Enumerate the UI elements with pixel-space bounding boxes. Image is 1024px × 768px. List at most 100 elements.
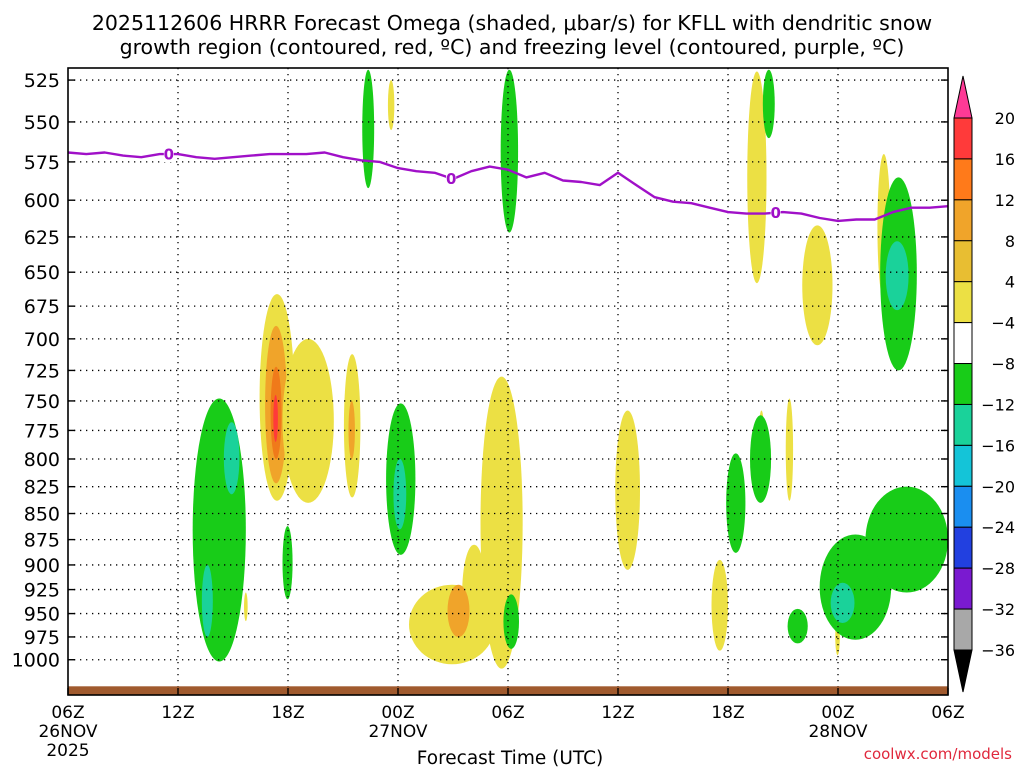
- y-tick-label: 850: [24, 504, 60, 526]
- omega-region-4: [747, 71, 767, 284]
- x-tick-label: 06Z: [51, 703, 84, 723]
- colorbar-swatch: [953, 158, 973, 201]
- colorbar: 20 16 12 8 4 −4 −8 −12 −16 −20 −24 −28 −32 −36: [953, 75, 1015, 693]
- omega-region-neg4: [726, 453, 746, 553]
- x-tick-label: 12Z: [601, 703, 634, 723]
- colorbar-label: −16: [981, 436, 1015, 455]
- freezing-level-label-bg: [770, 204, 781, 221]
- colorbar-swatch: [953, 199, 973, 242]
- y-tick-label: 900: [24, 555, 60, 577]
- omega-region-neg4: [282, 526, 293, 600]
- y-tick-label: 925: [24, 580, 60, 602]
- chart-title-line1: 2025112606 HRRR Forecast Omega (shaded, …: [92, 11, 932, 35]
- colorbar-bottom-arrow: [953, 649, 973, 693]
- colorbar-swatch: [953, 526, 973, 569]
- colorbar-label: 20: [995, 109, 1015, 128]
- gridlines: [68, 68, 948, 695]
- y-tick-label: 875: [24, 530, 60, 552]
- colorbar-swatch: [953, 567, 973, 610]
- omega-region-4: [785, 398, 794, 501]
- x-tick-year: 2025: [46, 741, 89, 761]
- freezing-level-label: 0: [770, 204, 780, 222]
- x-tick-label: 12Z: [161, 703, 194, 723]
- omega-region-4: [244, 592, 248, 622]
- freezing-level-contour: 0 0 0: [67, 146, 949, 223]
- freezing-level-line: [67, 151, 949, 223]
- omega-region-4: [711, 559, 728, 651]
- y-tick-label: 525: [24, 70, 60, 92]
- y-tick-label: 625: [24, 227, 60, 249]
- colorbar-label: −24: [981, 518, 1015, 537]
- colorbar-swatch: [953, 240, 973, 283]
- x-tick-label: 06Z: [931, 703, 964, 723]
- colorbar-label: −20: [981, 477, 1015, 496]
- y-tick-label: 750: [24, 391, 60, 413]
- y-tick-label: 1000: [12, 650, 60, 672]
- y-tick-label: 550: [24, 112, 60, 134]
- omega-region-neg4: [865, 486, 948, 593]
- colorbar-swatch: [953, 117, 973, 160]
- omega-region-4: [615, 410, 640, 570]
- omega-region-neg4: [762, 69, 775, 139]
- chart-title-line2: growth region (contoured, red, ºC) and f…: [120, 35, 905, 59]
- x-tick-date: 28NOV: [808, 722, 867, 742]
- y-tick-label: 675: [24, 296, 60, 318]
- x-tick-label: 18Z: [711, 703, 744, 723]
- y-tick-label: 975: [24, 627, 60, 649]
- y-tick-label: 725: [24, 360, 60, 382]
- omega-shading: [192, 69, 948, 669]
- colorbar-label: −36: [981, 641, 1015, 660]
- y-tick-label: 800: [24, 449, 60, 471]
- omega-region-neg4: [503, 594, 519, 649]
- x-tick-label: 00Z: [381, 703, 414, 723]
- colorbar-top-arrow: [953, 75, 973, 119]
- colorbar-label: −32: [981, 600, 1015, 619]
- colorbar-swatch: [953, 363, 973, 405]
- omega-region-4: [282, 338, 334, 503]
- x-tick-label: 06Z: [491, 703, 524, 723]
- colorbar-label: −12: [981, 395, 1015, 414]
- colorbar-label: 12: [995, 191, 1015, 210]
- y-tick-label: 950: [24, 604, 60, 626]
- x-axis-title: Forecast Time (UTC): [417, 748, 603, 768]
- omega-region-neg4: [362, 69, 375, 189]
- omega-region-neg4: [787, 608, 808, 644]
- omega-region-neg8: [201, 564, 213, 637]
- y-axis: 525 550 575 600 625 650 675 700 725 750 775 800 825 8…: [12, 70, 948, 672]
- freezing-level-label: 0: [164, 146, 174, 164]
- colorbar-swatch: [953, 322, 973, 365]
- credit-link[interactable]: coolwx.com/models: [864, 745, 1012, 763]
- colorbar-swatch: [953, 281, 973, 324]
- y-tick-label: 650: [24, 262, 60, 284]
- colorbar-label: −28: [981, 559, 1015, 578]
- y-tick-label: 575: [24, 152, 60, 174]
- x-tick-label: 18Z: [271, 703, 304, 723]
- freezing-level-label-bg: [163, 146, 174, 163]
- x-tick-date: 27NOV: [368, 722, 427, 742]
- x-tick-label: 00Z: [821, 703, 854, 723]
- colorbar-swatch: [953, 485, 973, 528]
- omega-region-4: [387, 80, 395, 131]
- omega-region-neg8: [885, 241, 909, 311]
- omega-region-neg8: [393, 458, 407, 530]
- omega-region-16: [273, 394, 278, 442]
- colorbar-swatch: [953, 444, 973, 487]
- freezing-level-label: 0: [446, 170, 456, 188]
- freezing-level-label-bg: [446, 170, 457, 187]
- colorbar-label: 4: [1005, 273, 1015, 292]
- omega-region-neg4: [750, 415, 772, 503]
- y-tick-label: 700: [24, 329, 60, 351]
- y-tick-label: 825: [24, 477, 60, 499]
- colorbar-swatch: [953, 403, 973, 446]
- colorbar-label: 16: [995, 150, 1015, 169]
- omega-region-4: [802, 225, 833, 346]
- omega-region-8: [348, 400, 355, 459]
- omega-region-neg4: [500, 69, 519, 233]
- colorbar-label: −4: [991, 314, 1015, 333]
- colorbar-label: 8: [1005, 232, 1015, 251]
- omega-region-neg8: [830, 582, 855, 623]
- colorbar-swatch: [953, 608, 973, 651]
- omega-region-neg8: [223, 422, 240, 495]
